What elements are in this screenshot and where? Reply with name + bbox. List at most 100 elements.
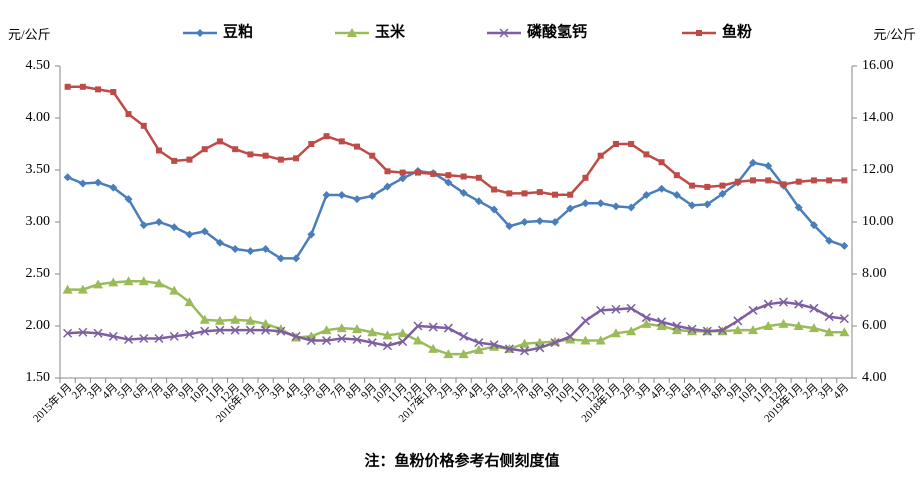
marker bbox=[323, 133, 330, 140]
marker bbox=[399, 169, 406, 176]
marker bbox=[108, 331, 118, 341]
marker bbox=[732, 325, 743, 335]
marker bbox=[184, 297, 195, 307]
marker bbox=[702, 326, 712, 336]
marker bbox=[626, 303, 636, 313]
marker bbox=[337, 190, 346, 199]
marker bbox=[749, 158, 757, 167]
marker bbox=[336, 323, 347, 333]
marker bbox=[170, 223, 179, 232]
marker bbox=[352, 334, 362, 345]
marker bbox=[521, 190, 528, 197]
marker bbox=[824, 327, 835, 337]
y-axis-label: 元/公斤 bbox=[8, 27, 51, 42]
marker bbox=[93, 328, 103, 338]
marker bbox=[504, 344, 514, 354]
marker bbox=[580, 316, 590, 326]
y-tick-label: 1.50 bbox=[26, 370, 51, 385]
marker bbox=[413, 321, 423, 331]
legend-label: 磷酸氢钙 bbox=[527, 22, 587, 40]
marker bbox=[778, 297, 788, 307]
marker bbox=[215, 325, 225, 335]
marker bbox=[138, 276, 149, 286]
marker bbox=[551, 218, 559, 226]
marker bbox=[277, 156, 284, 163]
marker bbox=[840, 241, 849, 250]
marker bbox=[473, 344, 484, 354]
marker bbox=[688, 201, 697, 210]
marker bbox=[445, 172, 452, 179]
marker bbox=[230, 314, 241, 324]
marker bbox=[673, 172, 680, 179]
marker bbox=[809, 221, 818, 230]
marker bbox=[79, 83, 86, 90]
marker bbox=[95, 86, 102, 93]
marker bbox=[506, 190, 513, 197]
marker bbox=[232, 146, 239, 153]
marker bbox=[595, 335, 606, 345]
marker bbox=[808, 323, 819, 333]
marker bbox=[489, 340, 499, 350]
marker bbox=[489, 341, 500, 351]
marker bbox=[809, 303, 819, 313]
marker bbox=[231, 245, 240, 254]
marker bbox=[186, 156, 193, 163]
marker bbox=[658, 159, 665, 166]
marker bbox=[93, 279, 104, 289]
marker bbox=[382, 341, 392, 351]
marker bbox=[430, 170, 437, 177]
marker bbox=[719, 182, 726, 189]
marker bbox=[245, 325, 255, 335]
marker bbox=[124, 334, 134, 345]
marker bbox=[458, 349, 469, 359]
marker bbox=[171, 157, 178, 164]
marker bbox=[62, 284, 73, 294]
marker bbox=[610, 328, 621, 338]
marker bbox=[793, 321, 804, 330]
marker bbox=[154, 278, 164, 288]
y-tick-label: 2.00 bbox=[26, 318, 51, 333]
marker bbox=[536, 189, 543, 196]
marker bbox=[352, 324, 362, 334]
marker bbox=[641, 318, 652, 328]
marker bbox=[552, 191, 558, 198]
marker bbox=[535, 216, 544, 225]
marker bbox=[642, 190, 651, 199]
marker bbox=[154, 333, 164, 344]
legend-label: 豆粕 bbox=[223, 22, 253, 40]
series-line bbox=[67, 85, 845, 196]
marker bbox=[77, 284, 88, 294]
marker bbox=[185, 230, 194, 239]
y-tick-label: 2.50 bbox=[26, 266, 51, 281]
marker bbox=[491, 186, 498, 193]
marker bbox=[200, 326, 210, 336]
marker bbox=[216, 138, 223, 145]
marker bbox=[354, 143, 360, 150]
marker bbox=[196, 29, 204, 37]
marker bbox=[108, 277, 119, 287]
marker bbox=[656, 321, 667, 330]
marker bbox=[398, 174, 407, 183]
marker bbox=[247, 151, 254, 158]
marker bbox=[215, 238, 224, 247]
marker bbox=[125, 111, 132, 118]
marker bbox=[293, 155, 300, 162]
marker bbox=[520, 218, 529, 226]
marker bbox=[499, 28, 509, 38]
marker bbox=[110, 89, 117, 95]
marker bbox=[322, 336, 332, 346]
marker bbox=[795, 178, 802, 185]
legend-label: 鱼粉 bbox=[722, 22, 752, 40]
marker bbox=[596, 305, 606, 315]
marker bbox=[383, 182, 392, 191]
marker bbox=[704, 183, 711, 190]
marker bbox=[778, 318, 789, 328]
marker bbox=[566, 204, 575, 213]
marker bbox=[367, 338, 377, 348]
series-line bbox=[67, 280, 845, 356]
marker bbox=[763, 299, 773, 309]
marker bbox=[308, 141, 315, 147]
marker bbox=[689, 182, 696, 189]
marker bbox=[505, 222, 514, 231]
marker bbox=[369, 152, 376, 159]
